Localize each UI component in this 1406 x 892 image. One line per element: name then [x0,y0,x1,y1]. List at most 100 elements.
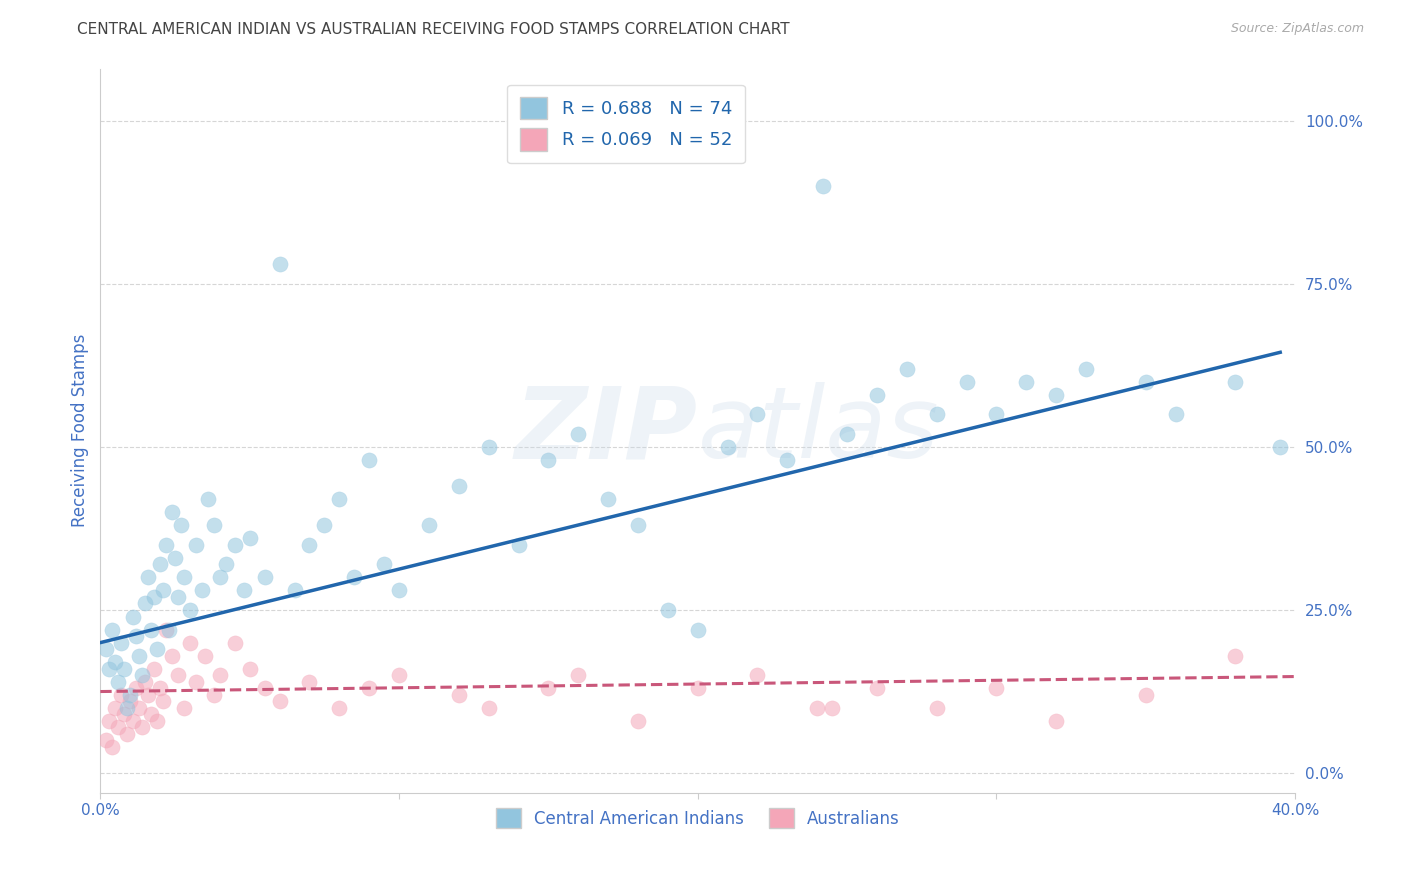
Point [152,694,174,708]
Point [1225,648,1247,663]
Point [202,518,225,533]
Point [478,440,501,454]
Point [110,688,132,702]
Point [128,648,150,663]
Point [627,518,650,533]
Point [343,570,366,584]
Point [139,623,162,637]
Point [155,623,177,637]
Point [125,629,148,643]
Point [131,668,153,682]
Point [747,668,769,682]
Point [120,694,142,708]
Point [955,375,977,389]
Point [101,739,124,754]
Point [314,518,336,533]
Point [208,570,231,584]
Point [388,668,411,682]
Point [128,701,150,715]
Point [115,701,138,715]
Point [253,570,276,584]
Point [567,426,589,441]
Point [224,635,246,649]
Point [107,720,129,734]
Point [122,609,145,624]
Point [298,538,321,552]
Point [194,648,217,663]
Point [149,558,172,572]
Text: ZIP: ZIP [515,382,697,479]
Point [925,407,948,421]
Text: CENTRAL AMERICAN INDIAN VS AUSTRALIAN RECEIVING FOOD STAMPS CORRELATION CHART: CENTRAL AMERICAN INDIAN VS AUSTRALIAN RE… [77,22,790,37]
Point [125,681,148,696]
Point [328,701,350,715]
Point [418,518,440,533]
Point [627,714,650,728]
Point [1164,407,1187,421]
Point [115,727,138,741]
Point [146,642,169,657]
Point [567,668,589,682]
Point [896,361,918,376]
Point [1135,375,1157,389]
Point [134,674,156,689]
Point [112,662,135,676]
Point [986,407,1008,421]
Point [146,714,169,728]
Point [96,642,118,657]
Point [776,453,799,467]
Point [101,623,124,637]
Point [835,426,858,441]
Point [152,583,174,598]
Point [283,583,305,598]
Point [388,583,411,598]
Point [806,701,828,715]
Point [866,387,889,401]
Point [134,597,156,611]
Point [104,655,127,669]
Point [173,701,195,715]
Point [747,407,769,421]
Point [170,518,193,533]
Point [239,531,262,545]
Point [717,440,740,454]
Point [208,668,231,682]
Point [811,178,834,193]
Point [202,688,225,702]
Point [447,688,470,702]
Point [1015,375,1038,389]
Point [160,648,183,663]
Point [359,453,381,467]
Point [537,453,560,467]
Point [508,538,530,552]
Point [1135,688,1157,702]
Point [373,558,395,572]
Point [167,590,190,604]
Point [167,668,190,682]
Point [537,681,560,696]
Point [157,623,180,637]
Point [184,674,207,689]
Point [925,701,948,715]
Point [184,538,207,552]
Point [269,257,291,271]
Point [197,492,219,507]
Point [821,701,844,715]
Point [96,733,118,747]
Point [149,681,172,696]
Point [98,662,121,676]
Point [269,694,291,708]
Legend: Central American Indians, Australians: Central American Indians, Australians [489,801,907,835]
Point [232,583,254,598]
Point [686,623,709,637]
Point [112,707,135,722]
Point [986,681,1008,696]
Point [1045,714,1067,728]
Point [122,714,145,728]
Point [98,714,121,728]
Y-axis label: Receiving Food Stamps: Receiving Food Stamps [72,334,89,527]
Point [139,707,162,722]
Point [107,674,129,689]
Point [298,674,321,689]
Point [598,492,620,507]
